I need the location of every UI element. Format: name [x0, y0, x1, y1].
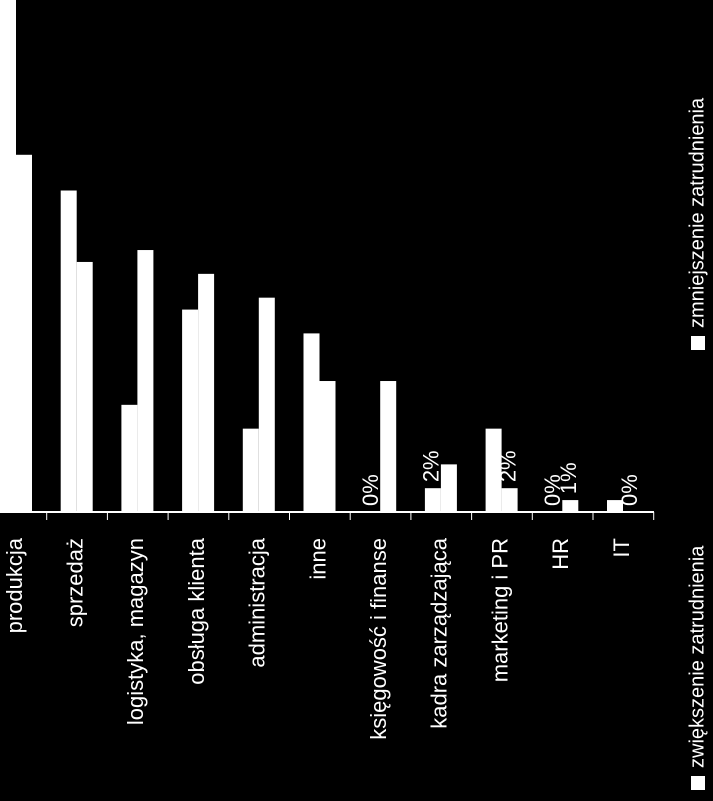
chart-legend: zwiększenie zatrudnienia zmniejszenie zat… [686, 97, 708, 790]
bar-increase [242, 428, 259, 512]
bar-decrease [137, 250, 154, 512]
bar-decrease [76, 261, 93, 512]
data-label: 1% [556, 462, 581, 494]
category-labels: produkcja sprzedaż logistyka, magazyn obsłu… [2, 537, 634, 740]
category-label: HR [548, 538, 573, 570]
category-label: obsługa klienta [184, 537, 209, 685]
data-label: 2% [419, 450, 444, 482]
category-label: kadra zarządzająca [427, 537, 452, 729]
bar-decrease [319, 381, 336, 512]
chart-bars [0, 0, 623, 512]
bar-decrease [258, 297, 275, 512]
bar-increase [607, 500, 623, 512]
bar-decrease [562, 500, 579, 512]
legend-swatch [691, 336, 705, 350]
bar-increase [0, 0, 16, 512]
bar-increase [121, 404, 138, 512]
bar-decrease [501, 488, 518, 512]
category-label: logistyka, magazyn [123, 538, 148, 725]
bar-increase [303, 333, 320, 512]
category-label: księgowość i finanse [366, 538, 391, 740]
data-label: 0% [617, 474, 642, 506]
bar-increase [485, 428, 502, 512]
legend-label: zwiększenie zatrudnienia [686, 545, 708, 768]
chart-axes [0, 511, 655, 520]
category-label: marketing i PR [487, 538, 512, 682]
bar-decrease [440, 464, 457, 512]
bar-increase [182, 309, 199, 512]
chart-data-labels: 0%2% 2%0%1% 0% [358, 450, 642, 506]
data-label: 0% [540, 474, 565, 506]
legend-swatch [691, 776, 705, 790]
bar-decrease [198, 273, 215, 512]
category-label: inne [305, 538, 330, 580]
bar-decrease [380, 381, 397, 512]
bar-increase [60, 190, 77, 512]
category-label: IT [609, 538, 634, 558]
data-label: 2% [495, 450, 520, 482]
legend-label: zmniejszenie zatrudnienia [686, 97, 708, 328]
bar-increase [424, 488, 441, 512]
category-label: administracja [245, 537, 270, 667]
category-label: sprzedaż [63, 538, 88, 627]
bar-decrease [16, 154, 32, 512]
category-label: produkcja [2, 537, 27, 633]
data-label: 0% [358, 474, 383, 506]
